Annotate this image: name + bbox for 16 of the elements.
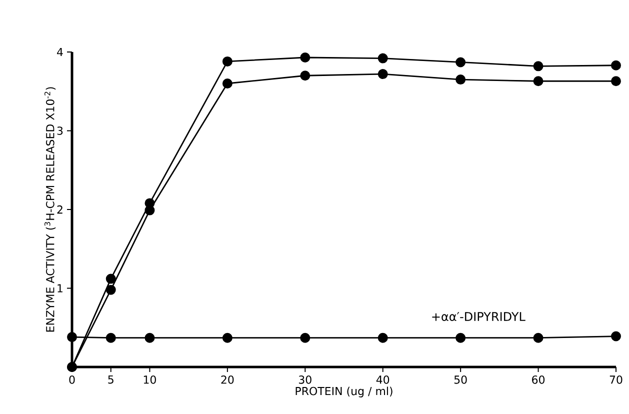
x-tick-label: 70: [610, 376, 622, 384]
x-tick-label: 5: [108, 376, 114, 384]
y-axis-title: ENZYME ACTIVITY ($^{3}$H-CPM RELEASED X10$^{-2}$): [44, 87, 56, 332]
y-tick-label: 1: [58, 284, 62, 292]
x-tick-label: 0: [69, 376, 75, 384]
y-tick-label: 2: [57, 205, 62, 214]
x-tick-label: 40: [376, 376, 390, 384]
x-axis-title: PROTEIN (ug / ml): [296, 386, 392, 398]
x-tick-label: 50: [454, 376, 467, 384]
x-tick-label: 30: [298, 376, 312, 384]
x-tick-label: 20: [221, 376, 234, 384]
y-tick-label: 3: [57, 126, 63, 135]
x-tick-label: 10: [144, 376, 156, 384]
x-tick-label: 60: [532, 376, 545, 384]
y-tick-label: 4: [57, 48, 63, 56]
annotation: +αα′-DIPYRIDYL: [432, 312, 526, 322]
